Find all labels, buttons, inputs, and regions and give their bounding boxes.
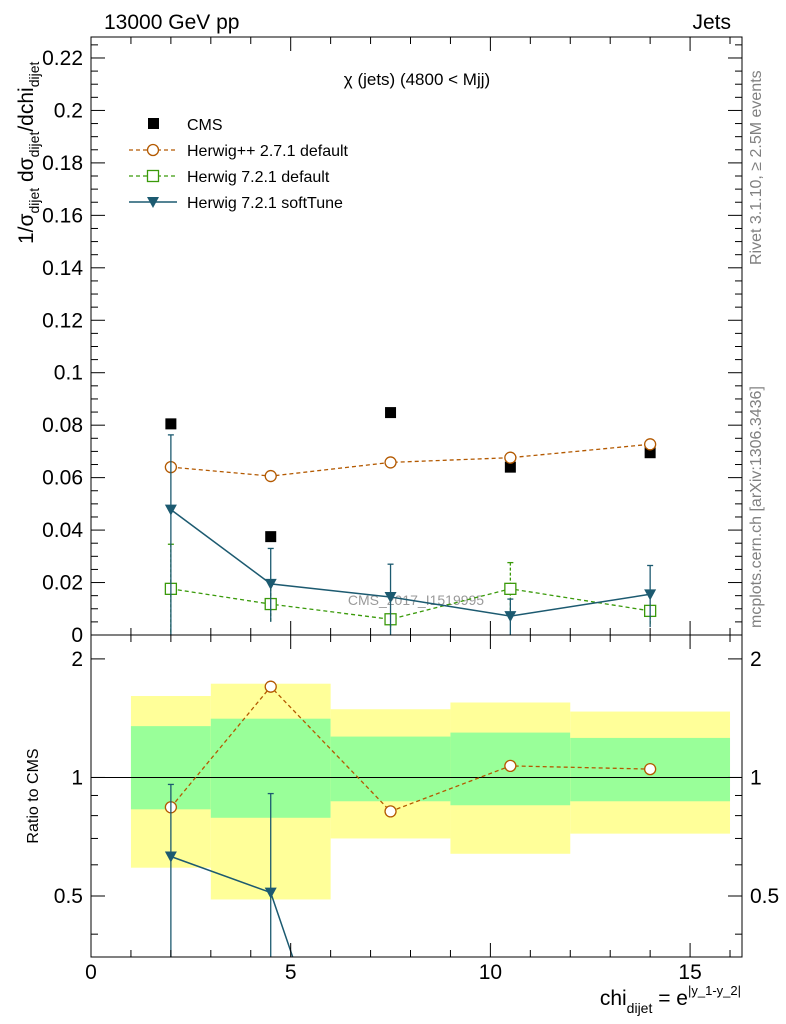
ratio-axis-ticks: 0 5 10 15 0.5 0.5 1 1 2 2: [54, 634, 779, 984]
main-series-layer: [164, 407, 657, 635]
x-tick-label: 0: [85, 961, 97, 984]
legend-label-softtune: Herwig 7.2.1 softTune: [187, 195, 343, 212]
y-tick-label: 0.16: [42, 204, 83, 227]
y-tick-label: 0: [71, 624, 83, 647]
main-point-data: [385, 407, 397, 419]
legend-marker-cms: [148, 118, 159, 129]
ratio-point-softtune: [164, 851, 177, 863]
x-tick-label: 10: [479, 961, 502, 984]
main-point-data: [165, 418, 177, 430]
y-tick-label: 0.1: [54, 362, 83, 385]
legend-label-herwigpp: Herwig++ 2.7.1 default: [187, 143, 349, 160]
ratio-series-layer: [164, 680, 657, 958]
legend-marker-herwig721: [146, 169, 160, 183]
ratio-y-tick-label-right: 0.5: [750, 885, 779, 908]
ratio-point-herwigpp: [384, 805, 397, 818]
x-tick-label: 15: [678, 961, 701, 984]
y-tick-label: 0.14: [42, 257, 83, 280]
main-series-line-herwig721: [170, 588, 651, 620]
main-point-herwigpp: [643, 438, 657, 451]
main-point-softtune: [504, 611, 517, 623]
ratio-y-tick-label: 2: [71, 648, 83, 671]
main-axis-ticks: 0 0.02 0.04 0.06 0.08 0.1 0.12 0.14 0.16 0.18 0.2 0…: [42, 36, 743, 647]
y-tick-label: 0.12: [42, 309, 83, 332]
main-point-herwigpp: [384, 456, 397, 469]
ratio-point-herwigpp: [264, 680, 277, 693]
y-tick-label: 0.2: [54, 99, 83, 122]
y-tick-label: 0.02: [42, 572, 83, 595]
ratio-y-axis-label: Ratio to CMS: [25, 748, 42, 843]
main-point-herwigpp: [264, 469, 277, 483]
ratio-uncertainty-bands: [91, 683, 742, 900]
energy-label: 13000 GeV pp: [104, 11, 239, 34]
mcplots-label: mcplots.cern.ch [arXiv:1306.3436]: [748, 386, 765, 628]
ratio-point-herwigpp: [504, 759, 517, 773]
jets-label: Jets: [692, 11, 731, 34]
legend-label-cms: CMS: [187, 117, 223, 134]
y-tick-label: 0.18: [42, 152, 83, 175]
ratio-y-tick-label-right: 1: [750, 766, 762, 789]
y-tick-label: 0.22: [42, 47, 83, 70]
main-point-data: [504, 461, 516, 473]
ratio-frame: [90, 634, 743, 958]
rivet-label: Rivet 3.1.10, ≥ 2.5M events: [748, 70, 765, 265]
x-tick-label: 5: [285, 961, 297, 984]
y-tick-label: 0.08: [42, 414, 83, 437]
legend-marker-softtune: [147, 197, 159, 208]
main-point-softtune: [384, 591, 397, 603]
main-point-softtune: [164, 504, 177, 516]
main-series-line-herwigpp: [170, 443, 651, 477]
main-point-softtune: [644, 589, 657, 601]
main-point-herwig721: [504, 582, 517, 595]
x-axis-label: chidijet = e|y_1-y_2|: [600, 983, 741, 1016]
legend: CMS Herwig++ 2.7.1 default Herwig 7.2.1 …: [129, 117, 349, 212]
ratio-y-tick-label: 0.5: [54, 885, 83, 908]
legend-label-herwig721: Herwig 7.2.1 default: [187, 169, 330, 186]
ratio-point-herwigpp: [643, 762, 657, 776]
ratio-y-tick-label-right: 2: [750, 648, 762, 671]
y-tick-label: 0.04: [42, 519, 83, 542]
main-point-herwigpp: [504, 451, 517, 464]
main-y-axis-label: 1/σdijet dσdijet/dchidijet: [15, 62, 42, 244]
y-tick-label: 0.06: [42, 467, 83, 490]
ratio-point-softtune: [264, 887, 277, 899]
main-point-softtune: [264, 578, 277, 590]
ratio-band-green: [330, 736, 451, 802]
main-title: χ (jets) (4800 < Mjj): [344, 70, 490, 89]
ratio-y-tick-label: 1: [71, 766, 83, 789]
legend-marker-herwigpp: [146, 143, 160, 157]
main-point-data: [265, 531, 277, 543]
main-point-data: [644, 447, 656, 459]
